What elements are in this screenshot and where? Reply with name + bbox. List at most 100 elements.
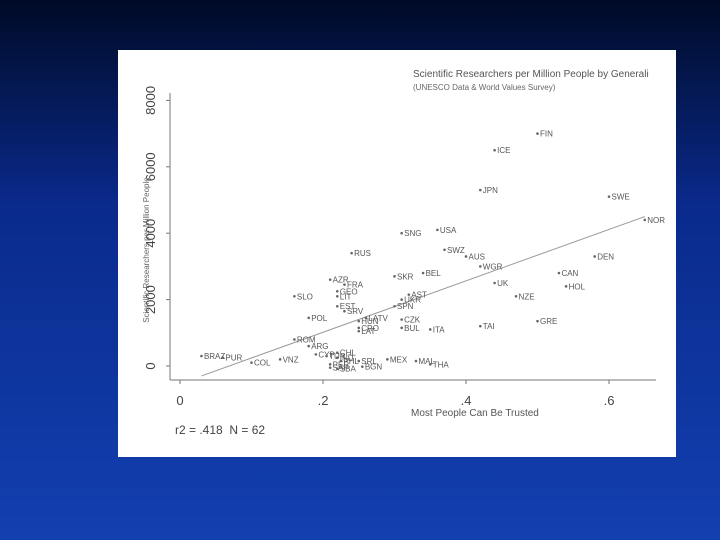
data-point-label: FIN xyxy=(540,130,553,139)
data-point xyxy=(357,329,361,333)
data-point xyxy=(643,218,647,222)
data-point xyxy=(343,283,346,286)
data-point xyxy=(361,365,364,368)
data-point xyxy=(328,366,332,369)
data-point-label: TAI xyxy=(483,322,495,331)
data-point-label: CHL xyxy=(340,349,357,358)
data-point xyxy=(479,265,482,268)
y-tick-label: 2000 xyxy=(143,285,158,314)
data-point-label: NOR xyxy=(647,216,665,225)
data-point-label: SRL xyxy=(361,357,377,366)
data-point xyxy=(293,294,296,298)
data-point-label: SKR xyxy=(397,272,414,281)
y-tick-label: 8000 xyxy=(143,86,158,115)
data-point xyxy=(386,358,389,361)
y-tick-label: 6000 xyxy=(143,152,158,181)
data-point xyxy=(400,326,403,330)
data-point-label: CAN xyxy=(561,269,578,278)
data-point-label: THA xyxy=(433,360,450,369)
data-point-label: VNZ xyxy=(283,355,299,364)
scatter-chart: 0 2000 4000 6000 8000 0 .2 .4 .6 FIN ICE JPN SWE NO… xyxy=(142,69,665,437)
data-point-label: USA xyxy=(440,226,457,235)
data-point xyxy=(307,344,310,348)
data-point xyxy=(400,231,403,235)
y-axis-label: Scientific Researchers per Million Peopl… xyxy=(142,177,151,323)
x-tick-label: .6 xyxy=(604,393,615,408)
data-point xyxy=(339,359,343,363)
chart-title: Scientific Researchers per Million Peopl… xyxy=(413,69,649,80)
data-point-label: HUN xyxy=(361,317,379,326)
data-point-label: PER xyxy=(333,360,350,369)
data-point xyxy=(336,351,339,355)
chart-subtitle: (UNESCO Data & World Values Survey) xyxy=(413,83,556,92)
data-point xyxy=(464,255,468,258)
data-point xyxy=(593,255,596,258)
data-point-label: CRO xyxy=(361,324,379,333)
data-point-label: LATV xyxy=(368,314,388,323)
data-point xyxy=(357,359,361,363)
data-point xyxy=(293,338,296,341)
data-point-label: SAF xyxy=(333,364,349,373)
x-tick-label: 0 xyxy=(176,393,183,408)
x-tick-label: .4 xyxy=(461,393,472,408)
data-point-label: PHL xyxy=(343,357,359,366)
data-point-label: FRA xyxy=(347,281,364,290)
data-point xyxy=(428,363,432,366)
slide-image: 0 2000 4000 6000 8000 0 .2 .4 .6 FIN ICE JPN SWE NO… xyxy=(118,50,676,457)
data-point-label: GEO xyxy=(340,287,358,296)
data-point-label: BUL xyxy=(404,324,420,333)
data-point-label: UKR xyxy=(404,296,421,305)
y-tick-label: 4000 xyxy=(143,219,158,248)
data-point-label: AUS xyxy=(469,252,485,261)
data-point-label: JPN xyxy=(483,186,498,195)
data-point xyxy=(400,318,403,321)
data-point-label: SLO xyxy=(297,292,313,301)
data-point-label: SRV xyxy=(347,307,364,316)
data-point-label: ICE xyxy=(497,146,510,155)
data-point-label: COL xyxy=(254,359,271,368)
data-point-label: WGR xyxy=(483,262,503,271)
data-point-label: BRAZ xyxy=(204,352,225,361)
data-point-label: SWE xyxy=(612,193,630,202)
data-point xyxy=(200,354,203,358)
data-point-label: AZR xyxy=(333,276,349,285)
data-point xyxy=(557,271,561,275)
data-point-label: MAL xyxy=(418,357,435,366)
data-point xyxy=(414,359,418,363)
data-point xyxy=(336,304,339,308)
data-point xyxy=(479,324,482,328)
data-point-label: PUR xyxy=(225,354,242,363)
data-point xyxy=(407,293,411,296)
data-point-label: BEL xyxy=(426,269,442,278)
data-point xyxy=(343,309,346,313)
data-point-label: NZE xyxy=(519,292,535,301)
data-point xyxy=(357,326,361,330)
data-point-label: HOL xyxy=(569,282,586,291)
data-point-label: BGN xyxy=(365,363,383,372)
data-point xyxy=(357,319,361,323)
data-point-label: RUS xyxy=(354,249,371,258)
data-point xyxy=(400,298,403,301)
data-point xyxy=(250,361,253,364)
data-point xyxy=(336,367,339,370)
data-point xyxy=(607,195,611,198)
data-point xyxy=(328,278,332,281)
data-point xyxy=(336,294,339,298)
data-point xyxy=(221,356,225,360)
data-point xyxy=(564,285,568,288)
data-point xyxy=(364,316,368,320)
data-point xyxy=(436,228,439,232)
fit-line xyxy=(201,216,645,377)
data-point xyxy=(421,271,425,275)
x-axis-label: Most People Can Be Trusted xyxy=(411,408,539,419)
data-point-label: SNG xyxy=(404,229,421,238)
data-point xyxy=(350,251,353,255)
data-point-label: SPN xyxy=(397,302,414,311)
stats-footnote: r2 = .418 N = 62 xyxy=(175,423,265,437)
data-point-label: GRE xyxy=(540,317,557,326)
data-point xyxy=(493,148,496,152)
data-point xyxy=(428,328,432,331)
data-point-label: DEN xyxy=(597,252,614,261)
data-point-label: CZK xyxy=(404,316,421,325)
data-point xyxy=(314,353,318,356)
